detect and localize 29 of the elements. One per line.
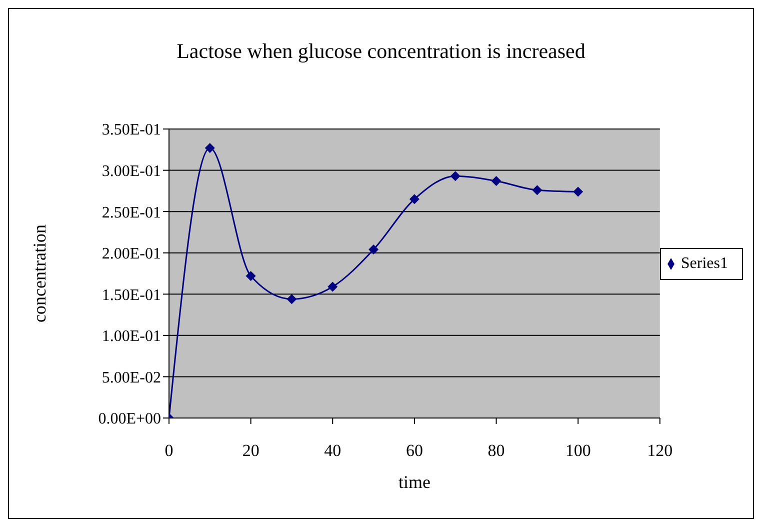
x-tick-label: 40: [324, 441, 342, 460]
x-tick-label: 80: [488, 441, 505, 460]
y-tick-label: 2.50E-01: [102, 204, 161, 222]
point: [409, 194, 420, 204]
x-tick-label: 120: [647, 441, 673, 460]
y-tick-label: 3.50E-01: [102, 122, 161, 139]
y-tick-label: 1.00E-01: [102, 328, 161, 346]
point: [532, 185, 542, 196]
point: [204, 142, 215, 153]
x-tick-label: 0: [164, 441, 174, 460]
point: [368, 244, 379, 255]
y-tick-label: 0.00E+00: [98, 410, 161, 428]
point: [286, 294, 297, 304]
legend-label: Series1: [680, 254, 728, 272]
y-tick-label: 3.00E-01: [102, 162, 161, 180]
point: [328, 282, 338, 292]
x-tick-label: 20: [242, 441, 260, 460]
point: [246, 270, 256, 281]
x-tick-label: 100: [565, 441, 591, 460]
y-tick-label: 2.00E-01: [102, 246, 161, 263]
x-axis-title: time: [398, 472, 430, 492]
y-tick-label: 1.50E-01: [102, 286, 161, 304]
y-tick-label: 5.00E-02: [102, 369, 161, 386]
y-axis-title: concentration: [29, 224, 50, 322]
point: [573, 186, 584, 197]
x-tick-label: 60: [406, 441, 423, 460]
point: [450, 171, 460, 182]
chart-title: Lactose when glucose concentration is increased: [176, 39, 586, 64]
point: [491, 176, 502, 186]
